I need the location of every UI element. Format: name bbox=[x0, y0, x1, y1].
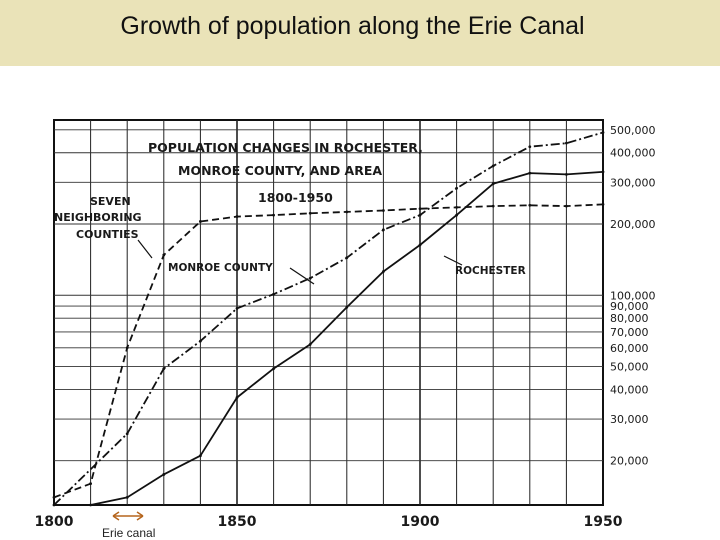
plot-frame bbox=[53, 119, 604, 506]
y-tick-label: 200,000 bbox=[610, 218, 656, 231]
data-point bbox=[52, 495, 56, 499]
data-point bbox=[89, 482, 92, 486]
data-point bbox=[52, 503, 56, 507]
data-point bbox=[125, 432, 129, 436]
axes: 20,000 30,000 40,000 50,000 60,000 70,00080,0… bbox=[35, 124, 656, 530]
data-point bbox=[272, 292, 275, 296]
x-tick-label: 1850 bbox=[218, 514, 257, 530]
series-labels: SEVEN NEIGHBORING COUNTIES MONROE COUNTY ROC… bbox=[54, 195, 526, 285]
erie-canal-label: Erie canal bbox=[102, 526, 156, 540]
data-point bbox=[235, 215, 239, 218]
data-point bbox=[345, 305, 349, 309]
y-tick-label: 60,000 bbox=[610, 342, 649, 355]
y-tick-label: 400,000 bbox=[610, 147, 656, 160]
data-point bbox=[162, 367, 166, 370]
leader-line bbox=[137, 239, 153, 259]
data-point bbox=[491, 204, 495, 208]
leader-line bbox=[289, 267, 315, 285]
data-point bbox=[235, 396, 239, 399]
data-point bbox=[382, 270, 385, 273]
x-tick-label: 1800 bbox=[35, 514, 74, 530]
y-tick-label: 50,000 bbox=[610, 361, 649, 374]
leader-line bbox=[443, 255, 463, 266]
data-point bbox=[601, 203, 605, 206]
series-label-seven-counties: COUNTIES bbox=[76, 228, 139, 241]
data-point bbox=[162, 253, 166, 257]
data-point bbox=[418, 207, 422, 211]
data-point bbox=[382, 228, 385, 232]
data-point bbox=[199, 454, 202, 458]
data-point bbox=[162, 473, 166, 476]
y-tick-label: 80,000 bbox=[610, 312, 649, 325]
data-point bbox=[308, 276, 312, 280]
y-tick-label: 40,000 bbox=[610, 383, 649, 396]
series bbox=[52, 131, 605, 507]
data-point bbox=[455, 213, 458, 217]
data-point bbox=[235, 306, 239, 310]
erie-canal-arrowhead-right bbox=[136, 511, 144, 521]
chart-title-line: POPULATION CHANGES IN ROCHESTER, bbox=[148, 140, 423, 155]
series-label-rochester: ROCHESTER bbox=[455, 265, 526, 277]
chart-title-line: 1800-1950 bbox=[258, 190, 333, 205]
data-point bbox=[565, 204, 568, 208]
y-tick-label: 30,000 bbox=[610, 413, 649, 426]
x-tick-label: 1950 bbox=[584, 514, 623, 530]
y-tick-label: 300,000 bbox=[610, 176, 656, 189]
seven-neighboring-counties-line bbox=[53, 203, 604, 499]
y-tick-label: 90,000 bbox=[610, 300, 649, 313]
data-point bbox=[125, 495, 129, 499]
erie-canal-arrowhead-left bbox=[112, 511, 120, 521]
data-point bbox=[601, 170, 605, 174]
data-point bbox=[455, 186, 458, 190]
data-point bbox=[418, 243, 422, 247]
y-tick-label: 100,000 bbox=[610, 289, 656, 302]
title-bar: Growth of population along the Erie Cana… bbox=[0, 0, 720, 66]
data-point bbox=[565, 173, 568, 176]
y-tick-label: 20,000 bbox=[610, 455, 649, 468]
data-point bbox=[308, 211, 312, 215]
data-point bbox=[528, 171, 532, 175]
data-point bbox=[272, 367, 275, 370]
data-point bbox=[89, 503, 92, 507]
data-point bbox=[308, 343, 312, 346]
data-point bbox=[199, 220, 202, 223]
x-tick-label: 1900 bbox=[401, 514, 440, 530]
data-point bbox=[345, 210, 349, 214]
monroe-county-line bbox=[53, 131, 604, 506]
data-point bbox=[528, 203, 532, 207]
slide-title: Growth of population along the Erie Cana… bbox=[120, 12, 585, 40]
data-point bbox=[565, 141, 568, 145]
data-point bbox=[528, 145, 532, 149]
data-point bbox=[491, 164, 495, 168]
chart-title-line: MONROE COUNTY, AND AREA bbox=[178, 163, 382, 178]
data-point bbox=[272, 213, 275, 217]
data-point bbox=[382, 209, 385, 212]
data-point bbox=[345, 256, 349, 260]
y-tick-label: 70,000 bbox=[610, 326, 649, 339]
data-point bbox=[199, 339, 202, 343]
data-point bbox=[418, 213, 422, 217]
series-label-seven-counties: SEVEN bbox=[90, 195, 131, 208]
data-point bbox=[601, 131, 605, 134]
y-tick-label: 500,000 bbox=[610, 124, 656, 137]
erie-canal-annotation bbox=[112, 511, 144, 521]
grid bbox=[53, 119, 604, 506]
data-point bbox=[125, 346, 129, 350]
series-label-seven-counties: NEIGHBORING bbox=[54, 211, 142, 224]
data-point bbox=[491, 182, 495, 186]
series-label-monroe-county: MONROE COUNTY bbox=[168, 262, 273, 274]
data-point bbox=[455, 206, 458, 209]
chart-title: POPULATION CHANGES IN ROCHESTER, MONROE C… bbox=[148, 140, 423, 205]
